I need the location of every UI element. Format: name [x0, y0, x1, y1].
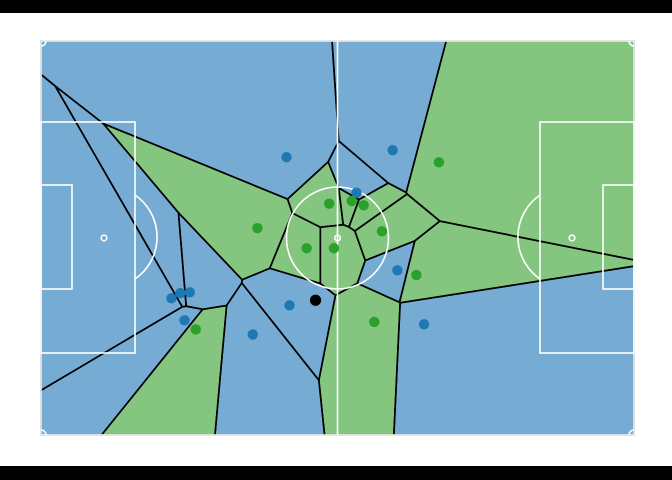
- team-a-control-region: [393, 266, 634, 435]
- team-a-player-marker: [284, 300, 295, 311]
- pitch-markings: [40, 40, 635, 436]
- bottom-frame-bar: [0, 466, 672, 480]
- voronoi-cell-outline: [318, 282, 401, 436]
- left-penalty-spot: [100, 234, 108, 242]
- team-b-control-region: [406, 41, 634, 260]
- corner-arc-top-left: [40, 40, 47, 47]
- team-b-control-region: [320, 224, 366, 296]
- team-a-control-region: [41, 306, 203, 435]
- corner-arc-top-right: [628, 40, 635, 47]
- team-b-player-marker: [369, 316, 380, 328]
- team-a-player-marker: [247, 329, 258, 340]
- left-penalty-arc: [134, 194, 158, 280]
- team-a-control-region: [55, 85, 187, 307]
- team-b-player-marker: [358, 200, 369, 211]
- team-b-player-marker: [190, 324, 201, 335]
- team-b-player-marker: [252, 222, 263, 234]
- team-a-control-region: [328, 140, 389, 200]
- team-a-control-region: [214, 282, 325, 435]
- team-a-control-region: [357, 240, 415, 303]
- team-a-control-region: [332, 41, 447, 193]
- voronoi-regions: [41, 41, 634, 435]
- team-a-player-marker: [184, 287, 196, 298]
- team-b-player-marker: [433, 157, 445, 168]
- team-a-control-region: [41, 74, 183, 391]
- centre-spot: [333, 234, 342, 242]
- corner-arc-bottom-right: [628, 429, 635, 436]
- team-b-control-region: [101, 305, 227, 435]
- team-b-control-region: [287, 161, 344, 228]
- right-penalty-arc: [517, 194, 541, 280]
- team-b-control-region: [103, 123, 293, 280]
- team-b-player-marker: [328, 243, 340, 254]
- team-b-player-marker: [411, 269, 422, 281]
- team-b-player-marker: [301, 243, 312, 254]
- team-b-control-region: [354, 194, 440, 261]
- team-a-player-marker: [387, 144, 398, 156]
- team-b-player-marker: [376, 226, 388, 237]
- team-a-player-marker: [418, 319, 430, 330]
- team-a-player-marker: [351, 187, 362, 198]
- team-a-player-marker: [281, 152, 292, 163]
- ball-marker: [309, 294, 322, 306]
- left-goal-area: [40, 184, 73, 290]
- team-a-player-marker: [179, 315, 190, 326]
- corner-arc-bottom-left: [40, 429, 47, 436]
- team-a-player-marker: [392, 265, 403, 276]
- team-b-control-region: [318, 283, 401, 435]
- voronoi-cell-outline: [353, 193, 442, 262]
- centre-circle: [285, 186, 390, 290]
- team-a-player-marker: [166, 293, 177, 304]
- team-b-player-marker: [346, 195, 357, 207]
- right-penalty-spot: [568, 234, 576, 242]
- team-a-control-region: [41, 41, 339, 200]
- team-a-control-region: [178, 212, 243, 310]
- team-b-player-marker: [323, 198, 335, 209]
- team-a-player-marker: [175, 287, 186, 299]
- team-b-control-region: [399, 221, 634, 303]
- top-frame-bar: [0, 0, 672, 13]
- player-markers: [166, 144, 445, 340]
- team-b-control-region: [269, 213, 321, 284]
- right-goal-area: [602, 184, 635, 290]
